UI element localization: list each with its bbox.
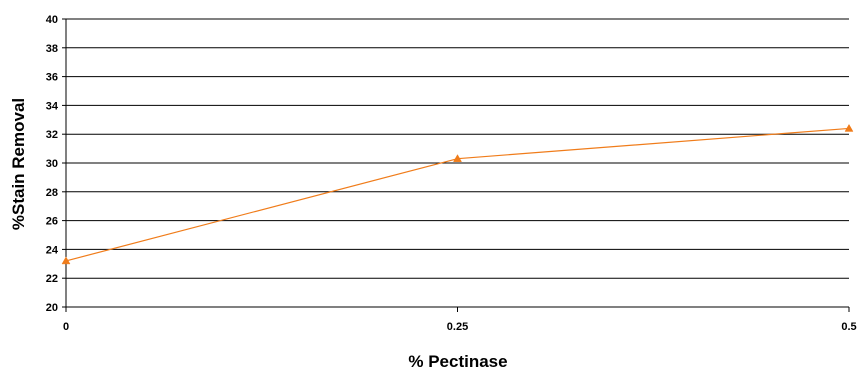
y-tick-label: 22	[46, 273, 58, 285]
series	[61, 123, 854, 265]
x-tick-label: 0.5	[841, 321, 856, 333]
y-tick-label: 20	[46, 302, 58, 314]
y-tick-label: 24	[46, 244, 59, 256]
y-tick-label: 32	[46, 129, 58, 141]
y-tick-label: 40	[46, 14, 58, 26]
x-axis-title: % Pectinase	[408, 352, 507, 371]
y-tick-label: 34	[46, 100, 59, 112]
y-tick-label: 30	[46, 158, 58, 170]
x-tick-label: 0	[63, 321, 69, 333]
axes	[62, 18, 850, 312]
y-tick-label: 26	[46, 216, 58, 228]
y-tick-labels: 20 22 24 26 28 30 32 34 36 38 40	[46, 14, 59, 314]
x-tick-labels: 0 0.25 0.5	[63, 321, 857, 333]
gridlines	[66, 18, 849, 308]
data-point-marker	[61, 256, 71, 265]
y-tick-label: 38	[46, 43, 58, 55]
series-line	[65, 127, 850, 262]
data-point-marker	[844, 123, 854, 132]
y-tick-label: 28	[46, 187, 58, 199]
y-tick-label: 36	[46, 72, 58, 84]
data-point-marker	[453, 154, 462, 162]
x-tick-label: 0.25	[447, 321, 468, 333]
y-axis-title: %Stain Removal	[9, 98, 28, 230]
